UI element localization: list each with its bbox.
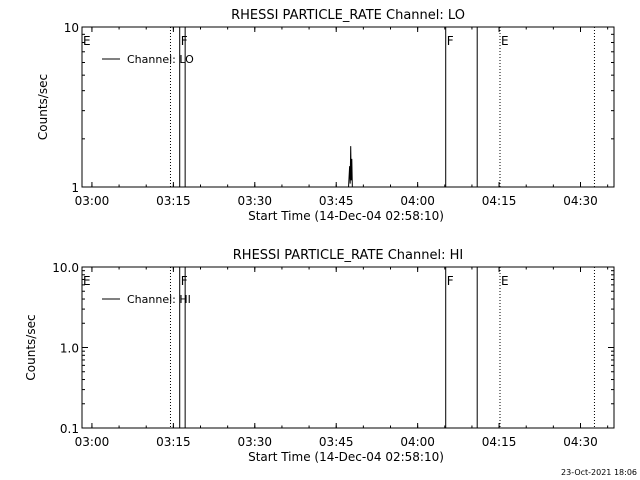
x-tick-label: 04:30: [563, 194, 598, 208]
event-marker-label: E: [501, 34, 509, 48]
y-tick-label: 1: [71, 181, 79, 195]
x-tick-label: 04:30: [563, 435, 598, 449]
x-tick-label: 03:30: [237, 194, 272, 208]
event-marker-label: F: [181, 274, 188, 288]
event-marker-label: F: [447, 274, 454, 288]
x-axis-label: Start Time (14-Dec-04 02:58:10): [248, 450, 444, 464]
x-tick-label: 03:15: [156, 194, 191, 208]
x-axis-label: Start Time (14-Dec-04 02:58:10): [248, 209, 444, 223]
x-tick-label: 03:30: [237, 435, 272, 449]
x-tick-label: 04:15: [482, 194, 517, 208]
x-tick-label: 03:00: [75, 194, 110, 208]
plot-frame: [81, 26, 615, 188]
y-tick-label: 10.0: [52, 261, 79, 275]
x-tick-label: 03:45: [319, 435, 354, 449]
chart-title: RHESSI PARTICLE_RATE Channel: HI: [233, 248, 463, 263]
panel-hi: RHESSI PARTICLE_RATE Channel: HI 03:00 03:…: [24, 248, 615, 464]
x-tick-label: 04:00: [400, 194, 435, 208]
x-tick-label: 04:00: [400, 435, 435, 449]
x-tick-label: 03:45: [319, 194, 354, 208]
series-line-0: [346, 146, 354, 188]
event-marker-label: E: [501, 274, 509, 288]
y-tick-label: 1.0: [60, 342, 79, 356]
legend-label: Channel: LO: [127, 53, 194, 66]
y-tick-label: 0.1: [60, 422, 79, 436]
x-tick-label: 04:15: [482, 435, 517, 449]
plot-frame: [81, 266, 615, 429]
x-tick-label: 03:15: [156, 435, 191, 449]
y-tick-label: 10: [64, 21, 79, 35]
event-marker-label: E: [83, 274, 91, 288]
event-marker-label: E: [83, 34, 91, 48]
panel-lo: RHESSI PARTICLE_RATE Channel: LO 03:00 03:…: [36, 8, 615, 223]
event-marker-label: F: [181, 34, 188, 48]
x-tick-label: 03:00: [75, 435, 110, 449]
event-marker-label: F: [447, 34, 454, 48]
y-axis-label: Counts/sec: [36, 74, 50, 140]
y-axis-label: Counts/sec: [24, 314, 38, 380]
footer-timestamp: 23-Oct-2021 18:06: [561, 468, 637, 477]
legend-label: Channel: HI: [127, 293, 191, 306]
chart-title: RHESSI PARTICLE_RATE Channel: LO: [231, 8, 465, 23]
